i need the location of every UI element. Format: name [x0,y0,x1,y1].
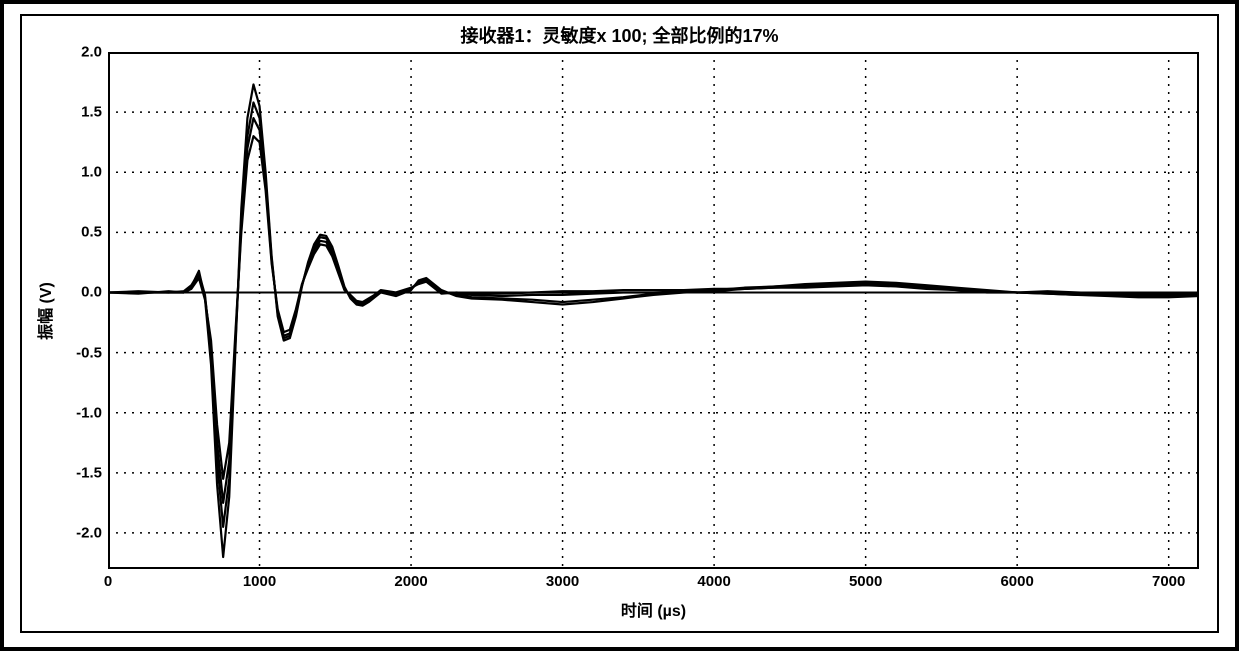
x-tick-label: 5000 [849,573,882,590]
x-tick-label: 7000 [1152,573,1185,590]
chart-title: 接收器1：灵敏度x 100; 全部比例的17% [22,22,1217,48]
y-axis-label: 振幅 (V) [32,52,56,569]
x-tick-label: 6000 [1000,573,1033,590]
x-tick-label: 0 [104,573,112,590]
x-tick-label: 3000 [546,573,579,590]
x-tick-label: 4000 [697,573,730,590]
y-tick-label: -1.5 [58,464,102,481]
chart-inner-panel: 接收器1：灵敏度x 100; 全部比例的17% 振幅 (V) 时间 (µs) -… [20,14,1219,633]
plot-svg [108,52,1199,569]
y-tick-label: 1.5 [58,104,102,121]
y-tick-label: 1.0 [58,164,102,181]
plot-area [108,52,1199,569]
y-tick-label: 0.5 [58,224,102,241]
x-tick-label: 2000 [394,573,427,590]
y-tick-label: 2.0 [58,44,102,61]
y-tick-label: -0.5 [58,344,102,361]
chart-outer-frame: 接收器1：灵敏度x 100; 全部比例的17% 振幅 (V) 时间 (µs) -… [0,0,1239,651]
x-tick-label: 1000 [243,573,276,590]
x-axis-label: 时间 (µs) [108,597,1199,621]
y-tick-label: -1.0 [58,404,102,421]
y-tick-label: -2.0 [58,524,102,541]
y-tick-label: 0.0 [58,284,102,301]
